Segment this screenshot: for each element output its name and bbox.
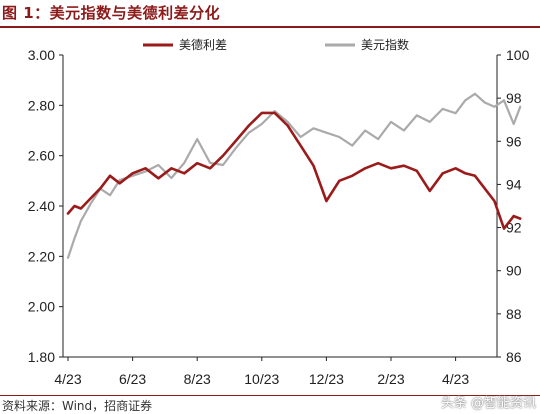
left-tick-label: 3.00	[28, 47, 55, 63]
left-tick-label: 2.00	[28, 299, 55, 315]
left-tick-label: 2.20	[28, 248, 55, 264]
right-tick-label: 92	[506, 220, 522, 236]
x-tick-label: 10/23	[244, 371, 279, 387]
x-tick-label: 8/23	[184, 371, 211, 387]
right-tick-label: 86	[506, 349, 522, 365]
right-tick-label: 88	[506, 306, 522, 322]
x-tick-label: 12/23	[309, 371, 344, 387]
right-tick-label: 100	[506, 47, 530, 63]
right-tick-label: 98	[506, 90, 522, 106]
legend-item-spread-label: 美德利差	[179, 37, 227, 52]
title-divider	[0, 26, 540, 28]
left-tick-label: 1.80	[28, 349, 55, 365]
spread-series-line	[66, 111, 522, 230]
x-tick-label: 2/23	[377, 371, 404, 387]
left-tick-label: 2.40	[28, 198, 55, 214]
right-tick-label: 96	[506, 133, 522, 149]
chart: 1.80 2.00 2.20 2.40 2.60 2.80 3.00 86 88 90 92 94 96…	[28, 37, 530, 387]
right-tick-label: 94	[506, 176, 522, 192]
figure-title: 图 1：美元指数与美德利差分化	[2, 4, 221, 22]
left-tick-label: 2.80	[28, 97, 55, 113]
x-tick-label: 4/23	[442, 371, 469, 387]
legend-item-dxy-label: 美元指数	[361, 37, 409, 52]
footer-divider	[0, 395, 540, 396]
left-tick-label: 2.60	[28, 148, 55, 164]
source-note: 资料来源：Wind，招商证券	[2, 399, 153, 413]
x-tick-label: 4/23	[54, 371, 81, 387]
watermark: 头条 @智能资讯	[440, 396, 536, 411]
x-tick-label: 6/23	[119, 371, 146, 387]
dxy-series-line	[66, 92, 522, 259]
right-tick-label: 90	[506, 263, 522, 279]
